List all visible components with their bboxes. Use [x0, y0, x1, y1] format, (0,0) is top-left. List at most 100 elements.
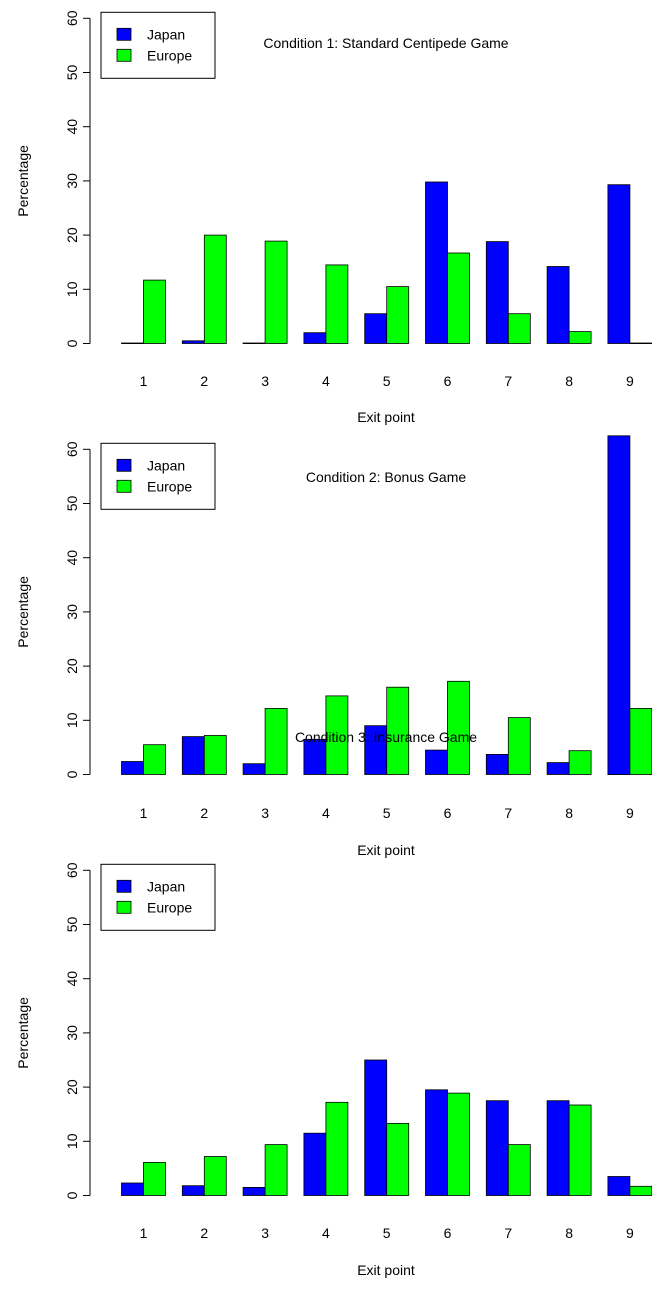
bar-europe-exit-3	[264, 240, 288, 344]
y-axis-label: Percentage	[15, 576, 31, 648]
x-tick-label: 6	[444, 805, 452, 821]
x-tick-label: 5	[383, 1225, 391, 1241]
bar-europe-exit-1	[143, 744, 166, 775]
legend-label-japan: Japan	[147, 457, 185, 473]
chart-title: Condition 3: Insurance Game	[295, 729, 477, 745]
x-tick-label: 2	[200, 805, 208, 821]
y-tick-label: 40	[64, 971, 80, 987]
legend: Japan Europe	[100, 442, 216, 510]
bar-europe-exit-2	[203, 234, 227, 344]
y-axis: 0 10 20 30 40 50 60	[64, 10, 91, 347]
legend-box	[100, 11, 216, 79]
x-tick-label: 9	[626, 373, 634, 389]
y-tick-label: 30	[64, 173, 80, 189]
chart-title: Condition 2: Bonus Game	[306, 469, 467, 485]
x-tick-label: 8	[565, 805, 573, 821]
y-tick-label: 0	[64, 339, 80, 347]
legend-swatch-japan	[116, 27, 132, 41]
x-tick-label: 1	[140, 373, 148, 389]
bars-group	[121, 1059, 652, 1196]
legend-box	[100, 442, 216, 510]
legend-swatch-europe	[116, 48, 132, 62]
legend-label-japan: Japan	[147, 26, 185, 42]
legend-swatch-japan	[116, 879, 132, 893]
bar-japan-exit-3	[242, 342, 266, 345]
x-tick-labels: 1 2 3 4 5 6 7 8 9	[140, 1225, 634, 1241]
x-tick-labels: 1 2 3 4 5 6 7 8 9	[140, 373, 634, 389]
bar-japan-exit-7	[485, 754, 509, 775]
y-tick-label: 10	[64, 712, 80, 728]
legend-swatch-europe	[116, 479, 132, 493]
y-tick-label: 50	[64, 496, 80, 512]
bar-japan-exit-8	[546, 266, 570, 344]
bar-japan-exit-7	[485, 241, 509, 344]
y-axis: 0 10 20 30 40 50 60	[64, 441, 91, 778]
y-axis-label: Percentage	[15, 145, 31, 217]
y-tick-label: 40	[64, 550, 80, 566]
bar-europe-exit-9	[629, 708, 652, 775]
y-tick-label: 20	[64, 1079, 80, 1095]
bar-japan-exit-9	[607, 184, 631, 344]
bar-europe-exit-8	[568, 1104, 592, 1196]
bar-japan-exit-2	[181, 1185, 205, 1196]
legend-box	[100, 863, 216, 931]
bar-japan-exit-7	[485, 1100, 509, 1196]
bar-europe-exit-6	[447, 680, 470, 775]
bar-europe-exit-2	[203, 1156, 227, 1196]
bar-japan-exit-8	[546, 1100, 570, 1196]
chart-panel-condition-2: 0 10 20 30 40 50 60 1 2 3 4 5 6 7 8 9 Exit point Perce…	[15, 435, 652, 858]
y-tick-label: 0	[64, 770, 80, 778]
x-tick-label: 3	[261, 373, 269, 389]
bar-europe-exit-9	[629, 342, 652, 345]
y-tick-label: 30	[64, 1025, 80, 1041]
y-tick-label: 50	[64, 917, 80, 933]
bar-europe-exit-1	[143, 1162, 166, 1196]
bar-japan-exit-6	[425, 749, 448, 775]
x-tick-label: 5	[383, 805, 391, 821]
legend-swatch-japan	[116, 458, 132, 472]
bar-europe-exit-8	[568, 750, 592, 775]
bar-japan-exit-4	[303, 332, 327, 344]
legend-label-japan: Japan	[147, 878, 185, 894]
legend-label-europe: Europe	[147, 478, 192, 494]
x-axis-label: Exit point	[357, 1262, 415, 1278]
bar-europe-exit-7	[507, 1144, 531, 1196]
bar-japan-exit-9	[607, 1176, 631, 1196]
y-tick-label: 20	[64, 227, 80, 243]
bar-japan-exit-6	[425, 1089, 448, 1196]
legend-label-europe: Europe	[147, 899, 192, 915]
x-tick-label: 6	[444, 373, 452, 389]
y-tick-label: 60	[64, 10, 80, 26]
bar-europe-exit-5	[386, 286, 410, 344]
bar-japan-exit-4	[303, 1132, 327, 1196]
bar-europe-exit-9	[629, 1185, 652, 1196]
x-tick-label: 9	[626, 805, 634, 821]
bar-europe-exit-4	[325, 695, 349, 775]
bar-europe-exit-3	[264, 1144, 288, 1196]
y-tick-label: 20	[64, 658, 80, 674]
x-axis-label: Exit point	[357, 409, 415, 425]
x-tick-label: 4	[322, 1225, 330, 1241]
y-axis: 0 10 20 30 40 50 60	[64, 862, 91, 1199]
bar-japan-exit-1	[121, 761, 144, 775]
x-tick-label: 4	[322, 805, 330, 821]
bar-japan-exit-3	[242, 1187, 266, 1196]
x-tick-label: 8	[565, 1225, 573, 1241]
bar-europe-exit-7	[507, 313, 531, 344]
bar-japan-exit-1	[121, 1182, 144, 1196]
y-tick-label: 60	[64, 441, 80, 457]
x-tick-label: 7	[504, 1225, 512, 1241]
legend: Japan Europe	[100, 863, 216, 931]
bar-europe-exit-8	[568, 331, 592, 344]
bar-europe-exit-5	[386, 1123, 410, 1196]
bar-europe-exit-7	[507, 717, 531, 775]
bar-japan-exit-5	[364, 313, 388, 344]
bar-japan-exit-1	[121, 342, 144, 345]
legend: Japan Europe	[100, 11, 216, 79]
x-tick-label: 2	[200, 1225, 208, 1241]
x-tick-labels: 1 2 3 4 5 6 7 8 9	[140, 805, 634, 821]
bar-japan-exit-9	[607, 435, 631, 775]
x-tick-label: 7	[504, 373, 512, 389]
x-tick-label: 4	[322, 373, 330, 389]
